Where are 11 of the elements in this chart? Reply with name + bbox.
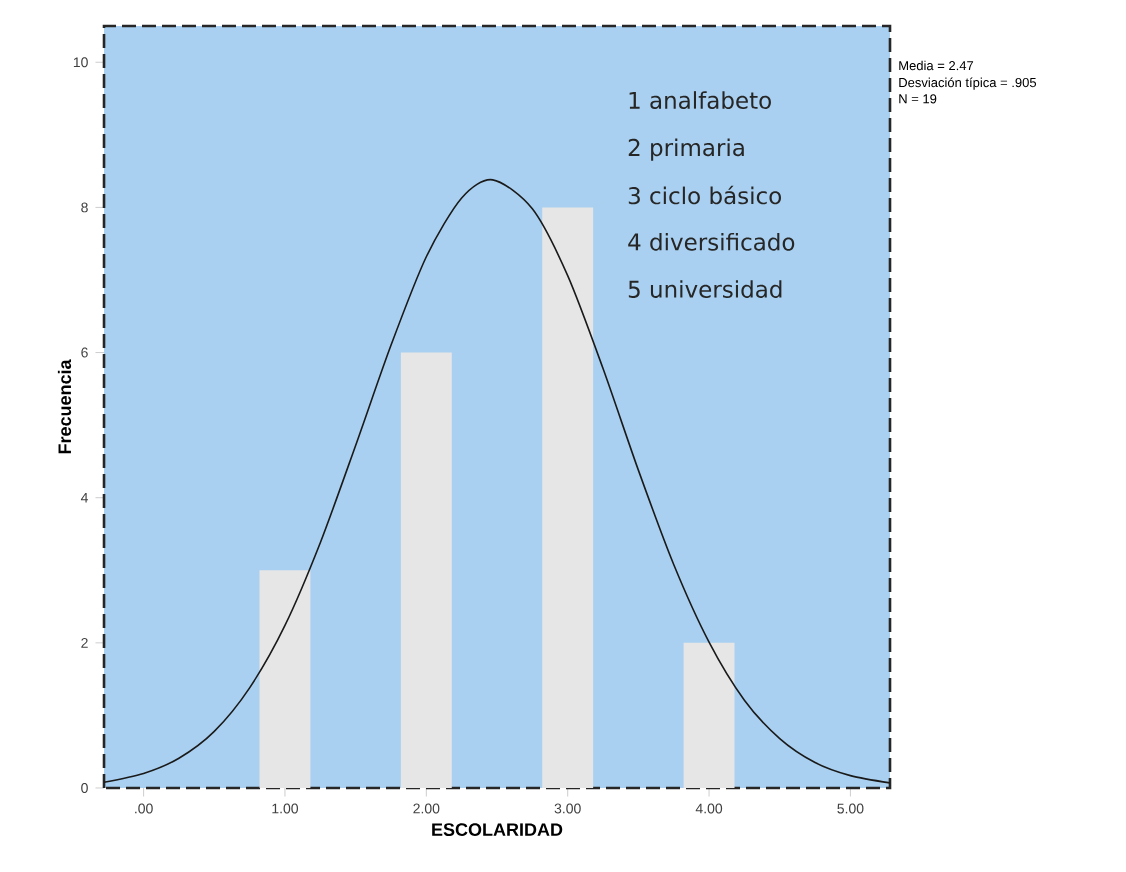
- annotation: 2 primaria: [628, 138, 744, 161]
- annotation: 5 universidad: [628, 280, 782, 298]
- annotation: 1 analfabeto: [629, 91, 771, 109]
- bar: [542, 207, 594, 788]
- bar: [400, 352, 452, 788]
- bar: [683, 642, 735, 788]
- x-axis-title: ESCOLARIDAD: [432, 823, 563, 836]
- annotation: 3 ciclo básico: [628, 185, 782, 205]
- bar: [259, 570, 311, 788]
- y-axis-title: Frecuencia: [57, 359, 72, 454]
- annotation: 4 diversificado: [628, 232, 795, 251]
